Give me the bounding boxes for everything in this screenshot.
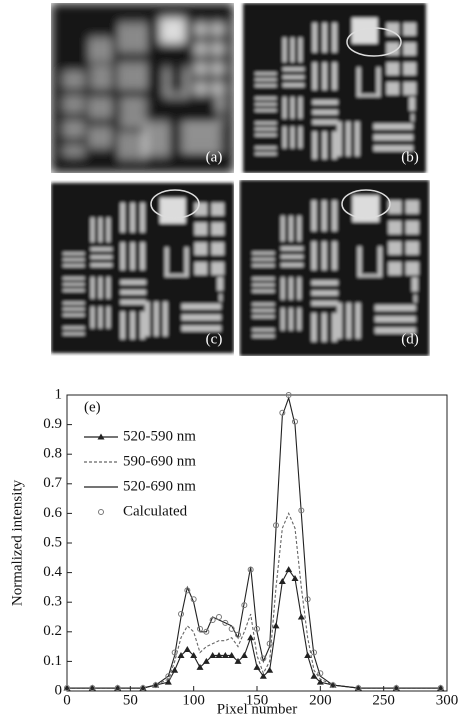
marker-circle	[140, 685, 146, 692]
marker-circle	[171, 649, 178, 656]
panel-label: (d)	[401, 331, 419, 347]
marker-circle	[330, 682, 336, 689]
y-tick-label: 0.7	[43, 475, 62, 491]
marker-circle	[165, 673, 172, 680]
y-tick-label: 0.4	[43, 564, 62, 580]
marker-circle	[273, 522, 279, 529]
marker-circle	[437, 685, 444, 692]
marker-triangle	[285, 566, 293, 573]
marker-triangle	[209, 651, 217, 658]
panel-label: (c)	[206, 331, 223, 347]
y-tick-label: 0.1	[43, 653, 62, 669]
x-tick-label: 50	[123, 692, 138, 708]
marker-circle	[247, 566, 254, 573]
marker-triangle	[253, 663, 261, 670]
marker-circle	[222, 619, 229, 626]
marker-triangle	[190, 651, 198, 658]
y-tick-label: 0.8	[43, 446, 62, 462]
marker-triangle	[291, 575, 299, 582]
legend-label: 590-690 nm	[123, 453, 196, 469]
panel-a: (a)	[51, 3, 234, 173]
marker-triangle	[221, 651, 229, 658]
x-tick-label: 300	[436, 692, 459, 708]
marker-circle	[216, 614, 222, 620]
x-tick-label: 250	[372, 692, 395, 708]
y-tick-label: 0.2	[43, 623, 62, 639]
y-tick-label: 0.3	[43, 594, 62, 610]
marker-circle	[89, 685, 96, 692]
marker-circle	[190, 596, 197, 603]
marker-circle	[254, 625, 260, 632]
x-axis-label: Pixel number	[217, 701, 297, 717]
marker-triangle	[310, 672, 318, 679]
marker-triangle	[215, 651, 223, 658]
marker-triangle	[183, 646, 191, 653]
marker-circle	[298, 507, 305, 514]
marker-triangle	[164, 678, 172, 685]
marker-circle	[184, 587, 191, 594]
marker-circle	[311, 649, 317, 656]
marker-circle	[355, 685, 362, 692]
x-tick-label: 0	[63, 692, 71, 708]
marker-triangle	[234, 657, 242, 664]
panel-d: (d)	[239, 180, 430, 356]
legend-label: 520-590 nm	[123, 428, 196, 444]
marker-circle	[235, 631, 241, 638]
marker-triangle	[259, 672, 267, 679]
marker-triangle	[228, 651, 236, 658]
marker-triangle	[196, 663, 204, 670]
marker-circle	[114, 685, 121, 692]
marker-triangle	[266, 666, 274, 673]
panel-label: (b)	[401, 149, 419, 165]
panel-c: (c)	[51, 182, 234, 354]
marker-circle	[285, 392, 292, 398]
marker-triangle	[97, 433, 105, 440]
y-axis-label: Normalized intensity	[9, 479, 25, 606]
marker-triangle	[278, 577, 286, 584]
marker-circle	[203, 628, 210, 635]
marker-triangle	[240, 651, 248, 658]
panel-label: (e)	[84, 399, 101, 415]
marker-circle	[152, 682, 159, 689]
y-tick-label: 0	[55, 682, 63, 698]
marker-circle	[98, 509, 104, 515]
panel-label: (a)	[206, 149, 223, 165]
marker-circle	[304, 596, 311, 603]
marker-circle	[279, 409, 286, 416]
legend-label: Calculated	[123, 503, 188, 519]
marker-circle	[260, 655, 267, 662]
legend-label: 520-690 nm	[123, 478, 196, 494]
marker-circle	[266, 640, 273, 647]
marker-triangle	[171, 666, 179, 673]
line-chart: (e) Pixel number Normalized intensity 0 5…	[9, 386, 458, 717]
marker-triangle	[177, 651, 185, 658]
y-tick-label: 0.6	[43, 505, 62, 521]
y-tick-label: 0.9	[43, 416, 62, 432]
x-tick-label: 100	[182, 692, 205, 708]
marker-triangle	[316, 678, 324, 685]
marker-circle	[228, 625, 235, 632]
marker-triangle	[247, 634, 255, 641]
series-line	[67, 568, 441, 689]
marker-triangle	[297, 613, 305, 620]
y-tick-label: 0.5	[43, 534, 62, 550]
series-line	[67, 512, 441, 689]
marker-circle	[209, 616, 216, 623]
y-tick-label: 1	[55, 386, 63, 402]
marker-triangle	[304, 651, 312, 658]
marker-triangle	[272, 622, 280, 629]
panel-b: (b)	[243, 3, 426, 173]
x-tick-label: 200	[309, 692, 332, 708]
marker-circle	[241, 602, 248, 609]
marker-circle	[317, 670, 324, 677]
marker-circle	[393, 685, 400, 692]
x-tick-label: 150	[246, 692, 269, 708]
marker-circle	[292, 418, 298, 425]
series-line	[67, 396, 441, 689]
marker-triangle	[202, 657, 210, 664]
marker-circle	[178, 611, 184, 618]
marker-circle	[197, 625, 203, 632]
marker-circle	[64, 685, 70, 692]
